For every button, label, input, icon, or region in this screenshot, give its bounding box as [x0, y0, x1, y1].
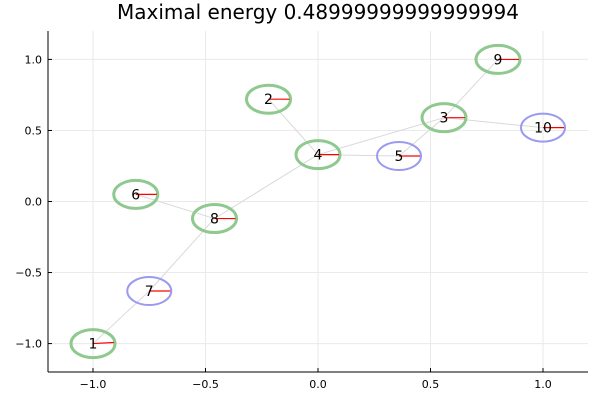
axes: [47, 31, 588, 373]
node-marker: [69, 328, 117, 360]
node-marker: [191, 203, 238, 235]
node-marker: [126, 276, 173, 307]
node-label: 9: [494, 52, 503, 68]
graph-node: 6: [112, 178, 160, 210]
graph-node: 9: [474, 43, 522, 75]
graph-node: 5: [376, 141, 422, 172]
graph-node: 3: [420, 102, 468, 134]
graph-edge: [92, 290, 150, 344]
x-tick-label: 1.0: [534, 378, 552, 391]
graph-node: 7: [126, 276, 173, 307]
x-tick-label: 0.5: [422, 378, 440, 391]
node-label: 8: [210, 212, 219, 228]
graph-node: 8: [191, 203, 238, 235]
graph-node: 4: [294, 139, 342, 171]
chart-title: Maximal energy 0.48999999999999994: [117, 0, 519, 24]
node-label: 7: [145, 284, 154, 300]
graph-node: 1: [69, 328, 117, 360]
node-marker: [420, 102, 468, 134]
graph-nodes: 1 2 3 4 5 6 7 8 9 10: [69, 43, 566, 360]
node-marker: [520, 112, 566, 143]
node-label: 4: [314, 148, 323, 164]
y-tick-label: 0.5: [25, 124, 43, 137]
graph-edge: [443, 117, 544, 129]
tick-labels: −1.0 −0.5 0.0 0.5 1.0 −1.0 −0.5 0.0 0.5 1.0: [15, 53, 551, 391]
node-label: 2: [264, 92, 273, 108]
node-marker: [245, 83, 292, 115]
graph-edge: [214, 154, 319, 219]
node-label: 3: [440, 111, 449, 127]
graph-node: 10: [520, 112, 566, 143]
grid-lines: [48, 31, 588, 372]
graph-edge: [398, 117, 445, 157]
node-marker: [294, 139, 342, 171]
x-tick-label: −1.0: [80, 378, 107, 391]
y-tick-label: 1.0: [25, 53, 43, 66]
node-direction-segment: [92, 341, 115, 345]
y-tick-label: 0.0: [25, 196, 43, 209]
graph-edge: [443, 59, 499, 119]
x-tick-label: 0.0: [309, 378, 327, 391]
node-marker: [474, 43, 522, 75]
node-label: 1: [89, 337, 98, 353]
graph-edge: [268, 98, 319, 155]
node-label: 6: [131, 187, 140, 203]
node-marker: [376, 141, 422, 172]
node-label: 10: [534, 121, 552, 137]
graph-edge: [148, 218, 215, 292]
node-marker: [112, 178, 160, 210]
y-tick-label: −1.0: [15, 338, 42, 351]
graph-node: 2: [245, 83, 292, 115]
y-tick-label: −0.5: [15, 267, 42, 280]
node-label: 5: [395, 149, 404, 165]
x-tick-label: −0.5: [192, 378, 219, 391]
graph-edge: [135, 193, 215, 220]
